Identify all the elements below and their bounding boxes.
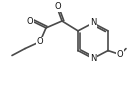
Text: O: O — [117, 50, 123, 59]
Text: N: N — [90, 18, 96, 27]
Text: O: O — [55, 2, 61, 11]
Text: O: O — [26, 17, 33, 26]
Text: N: N — [90, 54, 96, 63]
Text: O: O — [37, 37, 43, 46]
